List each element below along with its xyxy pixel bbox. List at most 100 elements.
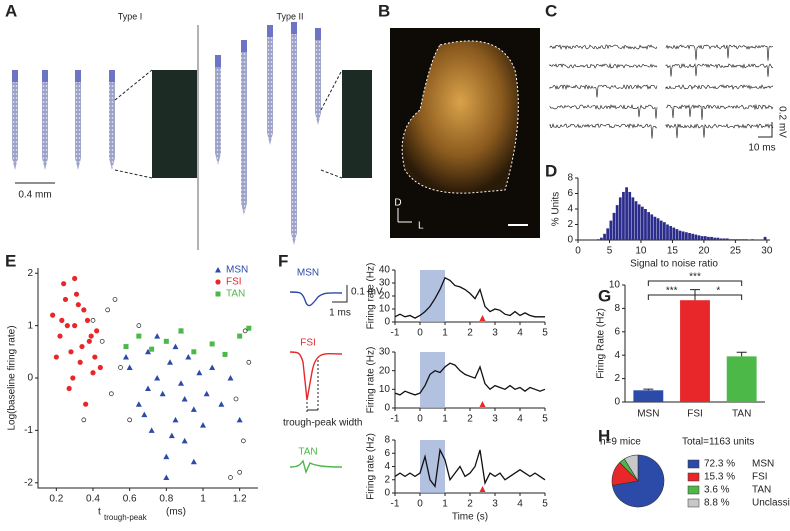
y-tick-label: 1	[27, 320, 33, 331]
histogram-bar	[659, 220, 663, 240]
probe-base	[315, 28, 321, 40]
legend-label: FSI	[752, 472, 768, 483]
error-bar	[643, 388, 654, 391]
histogram-bar	[713, 237, 717, 240]
point	[240, 438, 246, 444]
point	[172, 416, 179, 423]
significance-label: ***	[666, 286, 678, 297]
probe-base	[42, 70, 48, 82]
point	[222, 351, 228, 357]
histogram-bar	[735, 239, 739, 240]
histogram-bar	[744, 239, 748, 240]
legend-marker	[215, 279, 221, 285]
point	[181, 437, 188, 444]
point	[112, 297, 118, 302]
significance-bracket	[647, 280, 743, 286]
point	[59, 317, 65, 323]
probe-shank	[12, 70, 18, 170]
point	[236, 416, 243, 423]
y-tick-label: 10	[379, 384, 391, 395]
point	[237, 469, 243, 475]
point	[190, 458, 197, 465]
point	[88, 333, 94, 339]
y-tick-label: 0	[384, 317, 390, 328]
x-tick-label: 10	[635, 246, 647, 257]
histogram-bar	[618, 197, 622, 240]
point	[233, 396, 239, 402]
point	[168, 432, 175, 439]
rate-line	[394, 276, 545, 319]
x-tick-label: 1	[442, 499, 448, 510]
x-tick-label: 20	[698, 246, 710, 257]
point	[149, 346, 155, 352]
panel-label: D	[545, 161, 557, 180]
point	[246, 359, 252, 365]
point	[126, 364, 133, 371]
x-tick-label: 0.6	[123, 494, 137, 505]
x-tick-label: 0	[417, 328, 423, 339]
y-tick-label: 4	[384, 461, 390, 472]
event-marker	[479, 486, 486, 492]
trace	[549, 104, 658, 119]
probe-shank	[267, 25, 273, 145]
point	[218, 401, 225, 407]
waveform-label: TAN	[298, 447, 317, 458]
y-tick-label: 4	[567, 204, 573, 215]
histogram-bar	[622, 191, 625, 240]
x-tick-label: 25	[730, 246, 742, 257]
axis-line	[394, 352, 545, 409]
histogram-bar	[741, 239, 745, 240]
point	[242, 328, 248, 334]
x-tick-label: 0	[417, 499, 423, 510]
point	[84, 317, 91, 323]
y-tick-label: 2	[27, 268, 33, 279]
point	[154, 375, 161, 381]
histogram-bar	[716, 237, 720, 240]
y-tick-label: 0	[384, 488, 390, 499]
scale-bar	[758, 122, 773, 138]
point	[200, 422, 206, 428]
probe-type-label: Type II	[276, 11, 303, 21]
histogram-bar	[694, 234, 698, 240]
histogram-bar	[751, 239, 754, 240]
point	[163, 453, 170, 460]
x-tick-label: 3	[492, 414, 498, 425]
y-tick-label: 2	[384, 474, 390, 485]
point	[135, 401, 142, 407]
legend-label: TAN	[226, 289, 245, 300]
error-bar	[736, 351, 747, 357]
probe-shank	[241, 40, 247, 215]
histogram-bar	[615, 205, 619, 240]
y-axis-label: Log(baseline firing rate)	[7, 325, 18, 430]
point	[77, 359, 83, 365]
histogram-bar	[688, 233, 691, 240]
probe-shank	[75, 70, 81, 170]
significance-label: ***	[689, 272, 701, 283]
histogram-bar	[669, 226, 673, 240]
x-axis-label: Time (s)	[452, 512, 488, 523]
histogram-bar	[631, 197, 635, 240]
histogram-bar	[725, 238, 729, 240]
waveform-label: MSN	[297, 268, 319, 279]
histogram-bar	[685, 232, 688, 240]
point	[127, 417, 133, 423]
point	[72, 275, 78, 282]
legend-swatch	[687, 485, 700, 495]
histogram-bar	[634, 201, 638, 240]
histogram-bar	[612, 212, 616, 240]
point	[136, 323, 142, 328]
histogram-bar	[697, 235, 701, 240]
x-tick-label: 5	[607, 246, 613, 257]
probe-shank	[42, 70, 48, 170]
x-tick-label: -1	[391, 499, 400, 510]
event-marker	[479, 315, 486, 321]
point	[81, 307, 87, 313]
point	[163, 474, 170, 481]
x-tick-label: 15	[667, 246, 679, 257]
probe-shank	[291, 22, 297, 245]
point	[196, 369, 203, 376]
point	[75, 302, 81, 308]
point	[163, 338, 169, 344]
x-tick-label: 2	[467, 499, 473, 510]
orientation-arrows	[397, 208, 412, 223]
